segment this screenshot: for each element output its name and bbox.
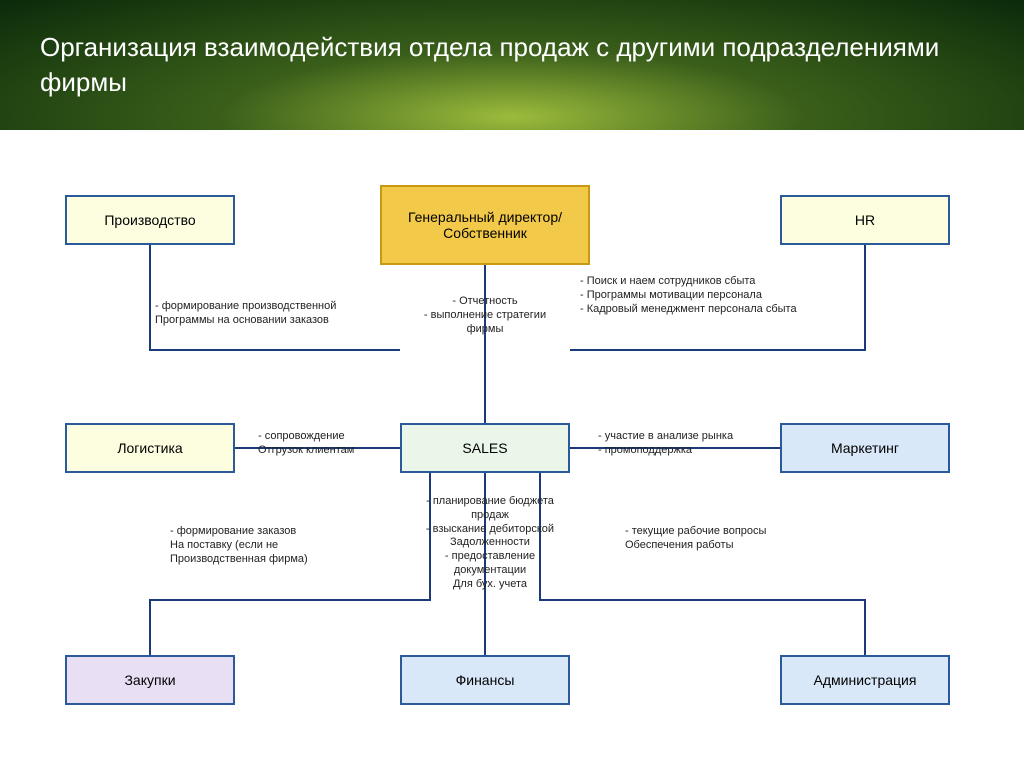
node-hr: HR [780, 195, 950, 245]
node-sales: SALES [400, 423, 570, 473]
node-production: Производство [65, 195, 235, 245]
slide-header: Организация взаимодействия отдела продаж… [0, 0, 1024, 130]
node-marketing: Маркетинг [780, 423, 950, 473]
node-finance: Финансы [400, 655, 570, 705]
edge-label-ceo: - Отчетность - выполнение стратегии фирм… [424, 295, 546, 336]
node-logistics: Логистика [65, 423, 235, 473]
slide-title: Организация взаимодействия отдела продаж… [40, 30, 984, 100]
edge-label-hr: - Поиск и наем сотрудников сбыта - Прогр… [580, 275, 797, 316]
edge-label-marketing: - участие в анализе рынка - промоподдерж… [598, 430, 733, 458]
edge-label-finance: - планирование бюджета продаж - взыскани… [426, 495, 554, 591]
node-administration: Администрация [780, 655, 950, 705]
edge-label-production: - формирование производственной Программ… [155, 300, 336, 328]
edge-label-admin: - текущие рабочие вопросы Обеспечения ра… [625, 525, 766, 553]
node-ceo: Генеральный директор/ Собственник [380, 185, 590, 265]
edge-label-procurement: - формирование заказов На поставку (если… [170, 525, 308, 566]
diagram-canvas: SALES Генеральный директор/ Собственник … [0, 130, 1024, 768]
node-procurement: Закупки [65, 655, 235, 705]
edge-label-logistics: - сопровождение Отгрузок клиентам [258, 430, 354, 458]
